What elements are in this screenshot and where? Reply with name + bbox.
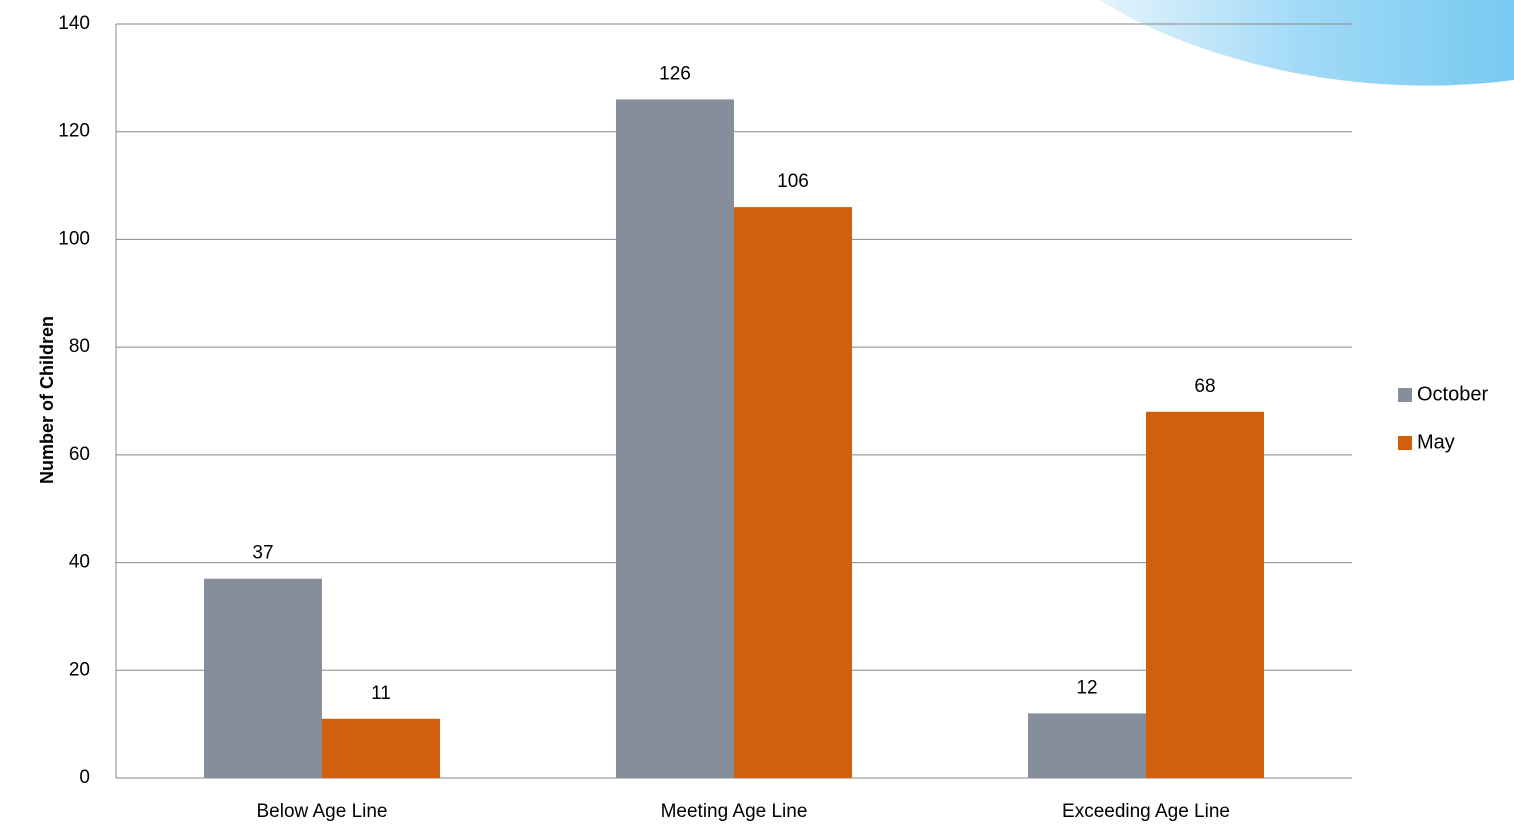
data-label: 11 bbox=[371, 683, 391, 704]
legend-swatch bbox=[1398, 436, 1412, 450]
y-tick-label: 60 bbox=[69, 444, 90, 465]
bar bbox=[616, 99, 734, 778]
y-tick-label: 20 bbox=[69, 659, 90, 680]
y-tick-label: 100 bbox=[58, 228, 90, 249]
x-tick-label: Meeting Age Line bbox=[661, 801, 808, 822]
data-label: 106 bbox=[777, 171, 809, 192]
legend-label: October bbox=[1417, 383, 1488, 405]
y-tick-label: 40 bbox=[69, 552, 90, 573]
data-label: 126 bbox=[659, 63, 691, 84]
bar bbox=[734, 207, 852, 779]
bar bbox=[1146, 411, 1264, 778]
bar bbox=[204, 578, 322, 778]
decoration bbox=[1100, 0, 1514, 86]
y-tick-label: 0 bbox=[79, 767, 90, 788]
legend-swatch bbox=[1398, 388, 1412, 402]
y-tick-label: 80 bbox=[69, 336, 90, 357]
legend-label: May bbox=[1417, 431, 1455, 453]
y-axis-label: Number of Children bbox=[37, 316, 57, 484]
data-label: 12 bbox=[1076, 677, 1097, 698]
y-tick-label: 120 bbox=[58, 121, 90, 142]
data-label: 37 bbox=[252, 543, 273, 564]
x-tick-label: Below Age Line bbox=[257, 801, 388, 822]
x-tick-label: Exceeding Age Line bbox=[1062, 801, 1230, 822]
y-tick-label: 140 bbox=[58, 13, 90, 34]
data-label: 68 bbox=[1194, 376, 1215, 397]
bar bbox=[322, 718, 440, 778]
bar bbox=[1028, 713, 1146, 778]
